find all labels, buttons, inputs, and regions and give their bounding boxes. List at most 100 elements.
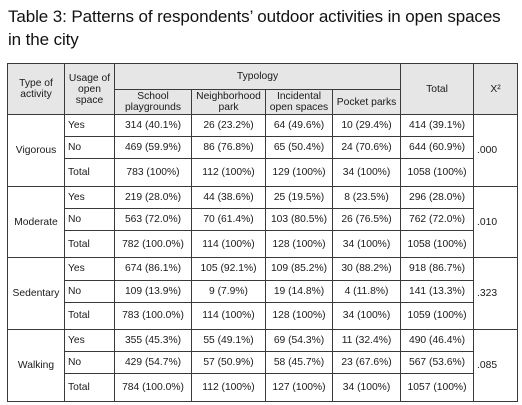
value-cell: 64 (49.6%) bbox=[265, 113, 333, 138]
value-cell: 70 (61.4%) bbox=[191, 207, 266, 231]
value-cell: 57 (50.9%) bbox=[191, 351, 266, 375]
table-row: Total 782 (100.0%) 114 (100%) 128 (100%) 34 … bbox=[8, 229, 518, 259]
value-cell: 429 (54.7%) bbox=[114, 351, 192, 375]
total-cell: 918 (86.7%) bbox=[400, 257, 475, 281]
table-body: Vigorous Yes 314 (40.1%) 26 (23.2%) 64 (49.6… bbox=[7, 113, 519, 402]
table-row: No 109 (13.9%) 9 (7.9%) 19 (14.8%) 4 (11.8%)… bbox=[8, 279, 518, 303]
value-cell: 19 (14.8%) bbox=[265, 279, 333, 303]
value-cell: 24 (70.6%) bbox=[331, 136, 402, 160]
header-typology: Typology bbox=[113, 63, 402, 90]
table-row: Total 783 (100.0%) 114 (100%) 128 (100%) 34 … bbox=[8, 301, 518, 331]
usage-cell: Total bbox=[64, 158, 115, 187]
value-cell: 782 (100.0%) bbox=[114, 229, 192, 259]
value-cell: 469 (59.9%) bbox=[114, 136, 192, 160]
activity-type-cell: Sedentary bbox=[7, 257, 65, 331]
total-cell: 762 (72.0%) bbox=[400, 207, 475, 231]
value-cell: 128 (100%) bbox=[265, 301, 333, 331]
usage-cell: Yes bbox=[64, 185, 115, 209]
value-cell: 34 (100%) bbox=[331, 373, 402, 402]
value-cell: 129 (100%) bbox=[265, 158, 333, 187]
value-cell: 34 (100%) bbox=[331, 158, 402, 187]
value-cell: 784 (100.0%) bbox=[114, 373, 192, 402]
value-cell: 783 (100.0%) bbox=[114, 301, 192, 331]
table-row: Vigorous Yes 314 (40.1%) 26 (23.2%) 64 (49.6… bbox=[7, 113, 519, 187]
total-cell: 567 (53.6%) bbox=[400, 351, 475, 375]
header-chi-square: X² bbox=[473, 63, 519, 115]
chi-square-cell: .010 bbox=[473, 185, 519, 259]
value-cell: 112 (100%) bbox=[191, 373, 266, 402]
chi-square-cell: .323 bbox=[473, 257, 519, 331]
value-cell: 25 (19.5%) bbox=[265, 185, 333, 209]
value-cell: 30 (88.2%) bbox=[331, 257, 402, 281]
value-cell: 4 (11.8%) bbox=[331, 279, 402, 303]
activity-type-cell: Moderate bbox=[7, 185, 65, 259]
value-cell: 69 (54.3%) bbox=[265, 329, 333, 353]
activity-type-cell: Walking bbox=[7, 329, 65, 402]
table-title: Table 3: Patterns of respondents’ outdoo… bbox=[8, 7, 501, 49]
header-incidental-open-spaces: Incidental open spaces bbox=[265, 89, 333, 115]
value-cell: 109 (13.9%) bbox=[114, 279, 192, 303]
value-cell: 34 (100%) bbox=[331, 229, 402, 259]
value-cell: 314 (40.1%) bbox=[114, 113, 192, 138]
value-cell: 9 (7.9%) bbox=[191, 279, 266, 303]
table-row: Moderate Yes 219 (28.0%) 44 (38.6%) 25 (19.5… bbox=[7, 185, 519, 259]
value-cell: 65 (50.4%) bbox=[265, 136, 333, 160]
value-cell: 10 (29.4%) bbox=[331, 113, 402, 138]
value-cell: 103 (80.5%) bbox=[265, 207, 333, 231]
usage-cell: Total bbox=[64, 229, 115, 259]
usage-cell: Total bbox=[64, 373, 115, 402]
value-cell: 109 (85.2%) bbox=[265, 257, 333, 281]
value-cell: 128 (100%) bbox=[265, 229, 333, 259]
value-cell: 112 (100%) bbox=[191, 158, 266, 187]
value-cell: 114 (100%) bbox=[191, 229, 266, 259]
total-cell: 1058 (100%) bbox=[400, 158, 475, 187]
value-cell: 11 (32.4%) bbox=[331, 329, 402, 353]
header-pocket-parks: Pocket parks bbox=[331, 89, 402, 115]
total-cell: 1059 (100%) bbox=[400, 301, 475, 331]
value-cell: 563 (72.0%) bbox=[114, 207, 192, 231]
usage-cell: No bbox=[64, 136, 115, 160]
activity-type-cell: Vigorous bbox=[7, 114, 65, 187]
table-row: No 469 (59.9%) 86 (76.8%) 65 (50.4%) 24 (70.… bbox=[8, 136, 518, 160]
activity-patterns-table: Type of activity Usage of open space Typ… bbox=[7, 63, 519, 402]
value-cell: 55 (49.1%) bbox=[191, 329, 266, 353]
header-school-playgrounds: School playgrounds bbox=[114, 89, 192, 115]
usage-cell: Total bbox=[64, 301, 115, 331]
table-row: Total 784 (100.0%) 112 (100%) 127 (100%) 34 … bbox=[8, 373, 518, 402]
usage-cell: Yes bbox=[64, 329, 115, 353]
total-cell: 141 (13.3%) bbox=[400, 279, 475, 303]
value-cell: 23 (67.6%) bbox=[331, 351, 402, 375]
value-cell: 58 (45.7%) bbox=[265, 351, 333, 375]
value-cell: 86 (76.8%) bbox=[191, 136, 266, 160]
table-row: No 563 (72.0%) 70 (61.4%) 103 (80.5%) 26 (76… bbox=[8, 207, 518, 231]
value-cell: 355 (45.3%) bbox=[114, 329, 192, 353]
value-cell: 674 (86.1%) bbox=[114, 257, 192, 281]
usage-cell: Yes bbox=[64, 113, 115, 138]
header-type-of-activity: Type of activity bbox=[7, 63, 65, 115]
usage-cell: No bbox=[64, 207, 115, 231]
total-cell: 1057 (100%) bbox=[400, 373, 475, 402]
header-total: Total bbox=[400, 63, 475, 115]
value-cell: 44 (38.6%) bbox=[191, 185, 266, 209]
value-cell: 8 (23.5%) bbox=[331, 185, 402, 209]
header-usage: Usage of open space bbox=[64, 63, 115, 115]
value-cell: 26 (76.5%) bbox=[331, 207, 402, 231]
value-cell: 219 (28.0%) bbox=[114, 185, 192, 209]
total-cell: 1058 (100%) bbox=[400, 229, 475, 259]
value-cell: 127 (100%) bbox=[265, 373, 333, 402]
value-cell: 26 (23.2%) bbox=[191, 113, 266, 138]
table-row: Total 783 (100%) 112 (100%) 129 (100%) 34 (1… bbox=[8, 158, 518, 187]
usage-cell: Yes bbox=[64, 257, 115, 281]
value-cell: 34 (100%) bbox=[331, 301, 402, 331]
table-row: No 429 (54.7%) 57 (50.9%) 58 (45.7%) 23 (67.… bbox=[8, 351, 518, 375]
table-row: Sedentary Yes 674 (86.1%) 105 (92.1%) 109 (8… bbox=[7, 257, 519, 331]
table-row: Walking Yes 355 (45.3%) 55 (49.1%) 69 (54.3%… bbox=[7, 329, 519, 402]
chi-square-cell: .000 bbox=[473, 114, 519, 187]
total-cell: 490 (46.4%) bbox=[400, 329, 475, 353]
total-cell: 296 (28.0%) bbox=[400, 185, 475, 209]
usage-cell: No bbox=[64, 351, 115, 375]
value-cell: 783 (100%) bbox=[114, 158, 192, 187]
total-cell: 644 (60.9%) bbox=[400, 136, 475, 160]
value-cell: 105 (92.1%) bbox=[191, 257, 266, 281]
